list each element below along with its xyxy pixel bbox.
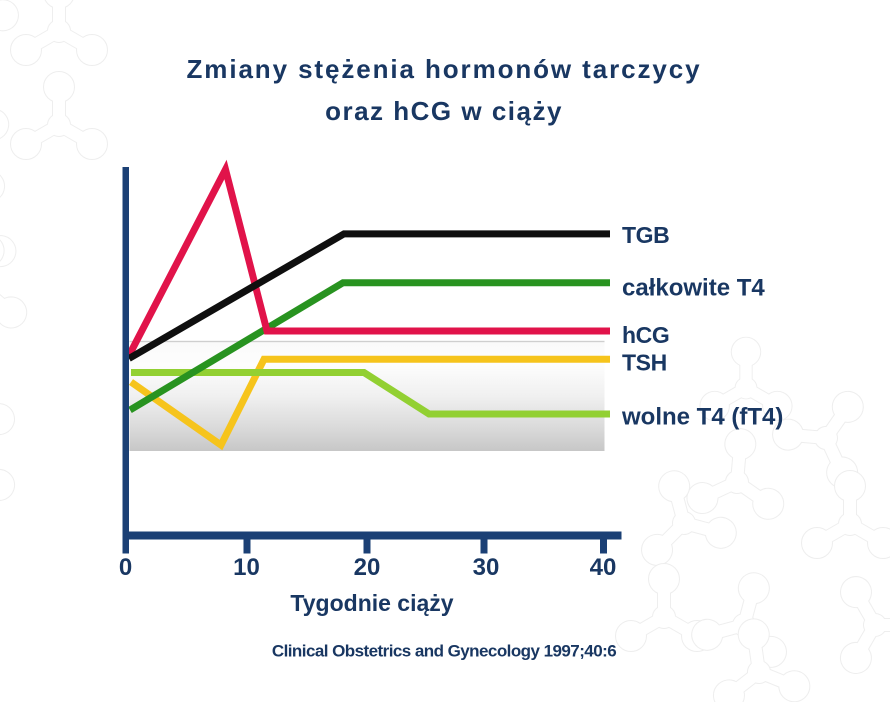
svg-text:TGB: TGB	[622, 222, 669, 248]
svg-text:30: 30	[473, 554, 500, 581]
svg-text:Clinical Obstetrics and Gyneco: Clinical Obstetrics and Gynecology 1997;…	[272, 642, 616, 661]
svg-text:TSH: TSH	[622, 350, 667, 376]
svg-text:Zmiany stężenia hormonów tarcz: Zmiany stężenia hormonów tarczycy	[187, 54, 702, 84]
svg-text:wolne T4 (fT4): wolne T4 (fT4)	[621, 404, 783, 431]
svg-text:20: 20	[354, 554, 381, 581]
svg-text:Tygodnie ciąży: Tygodnie ciąży	[290, 590, 453, 616]
svg-text:oraz hCG w ciąży: oraz hCG w ciąży	[325, 96, 563, 126]
svg-text:hCG: hCG	[622, 322, 669, 348]
svg-text:40: 40	[590, 554, 617, 581]
svg-text:całkowite T4: całkowite T4	[622, 275, 765, 302]
svg-text:10: 10	[233, 554, 260, 581]
svg-text:0: 0	[119, 554, 132, 581]
